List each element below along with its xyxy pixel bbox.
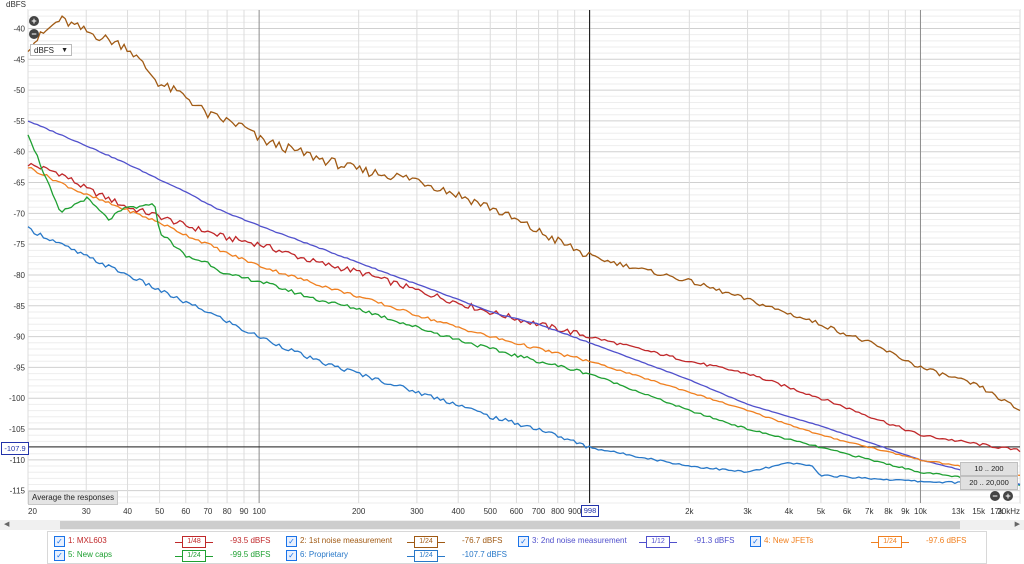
y-tick-label: -40 (13, 24, 25, 33)
x-tick-label: 500 (484, 507, 498, 516)
x-tick-label: 800 (551, 507, 565, 516)
checkbox-checked-icon[interactable]: ✓ (54, 550, 65, 561)
x-tick-label: 200 (352, 507, 366, 516)
x-tick-label: 2k (685, 507, 694, 516)
scroll-right-icon[interactable]: ▶ (1014, 521, 1020, 528)
x-zoom-in-button[interactable]: + (1003, 491, 1013, 501)
x-tick-label: 4k (785, 507, 794, 516)
y-tick-label: -75 (13, 240, 25, 249)
x-tick-label: 60 (181, 507, 190, 516)
x-tick-label: 30 (82, 507, 91, 516)
zoom-in-button[interactable]: + (29, 16, 39, 26)
x-tick-label: 40 (123, 507, 132, 516)
legend-name: 4: New JFETs (764, 536, 814, 545)
checkbox-checked-icon[interactable]: ✓ (286, 536, 297, 547)
y-tick-label: -60 (13, 148, 25, 157)
y-tick-label: -45 (13, 55, 25, 64)
series-line (27, 15, 1021, 412)
y-tick-label: -80 (13, 271, 25, 280)
cursor-x-readout: 998 (581, 505, 599, 517)
checkbox-checked-icon[interactable]: ✓ (286, 550, 297, 561)
x-tick-label: 70 (203, 507, 212, 516)
zoom-out-button[interactable]: − (29, 29, 39, 39)
x-tick-label: 90 (240, 507, 249, 516)
legend-value: -99.5 dBFS (230, 550, 271, 559)
smoothing-button[interactable]: 1/12 (639, 536, 677, 548)
x-tick-label: 400 (452, 507, 466, 516)
y-tick-label: -55 (13, 117, 25, 126)
x-tick-label: 20 (28, 507, 37, 516)
x-tick-label: 15k (972, 507, 986, 516)
range-10-200-button[interactable]: 10 .. 200 (960, 462, 1018, 476)
y-tick-label: -100 (9, 394, 26, 403)
y-tick-label: -95 (13, 363, 25, 372)
y-tick-label: -115 (10, 487, 26, 496)
x-tick-label: 6k (843, 507, 852, 516)
x-tick-label: 900 (568, 507, 582, 516)
x-tick-label: 20kHz (997, 507, 1020, 516)
x-tick-label: 300 (410, 507, 424, 516)
legend-value: -93.5 dBFS (230, 536, 271, 545)
legend-value: -97.6 dBFS (926, 536, 967, 545)
scroll-left-icon[interactable]: ◀ (4, 521, 10, 528)
checkbox-checked-icon[interactable]: ✓ (518, 536, 529, 547)
y-tick-label: -90 (13, 333, 25, 342)
horizontal-scrollbar[interactable]: ◀ ▶ (0, 520, 1024, 530)
cursor-y-readout: -107.9 (1, 442, 29, 455)
y-tick-label: -85 (13, 302, 25, 311)
legend-name: 5: New caps (68, 550, 113, 559)
series-line (27, 120, 1021, 486)
checkbox-checked-icon[interactable]: ✓ (54, 536, 65, 547)
x-zoom-out-button[interactable]: − (990, 491, 1000, 501)
y-tick-label: -105 (9, 425, 26, 434)
x-tick-label: 3k (743, 507, 752, 516)
x-tick-label: 17k (990, 507, 1004, 516)
y-tick-label: -110 (10, 456, 26, 465)
smoothing-button[interactable]: 1/24 (871, 536, 909, 548)
smoothing-button[interactable]: 1/48 (175, 536, 213, 548)
x-tick-label: 8k (884, 507, 893, 516)
y-axis-label: dBFS (6, 0, 26, 9)
frequency-response-chart: -40 -45 -50 -55 -60 -65 -70 -75 -80 -85 -90 -95 -100… (6, 0, 1021, 516)
x-tick-label: 9k (901, 507, 910, 516)
series-line (27, 226, 1021, 486)
x-tick-label: 13k (952, 507, 966, 516)
legend-value: -76.7 dBFS (462, 536, 503, 545)
smoothing-button[interactable]: 1/24 (407, 536, 445, 548)
x-tick-label: 700 (532, 507, 546, 516)
range-20-20000-button[interactable]: 20 .. 20,000 (960, 476, 1018, 490)
scrollbar-thumb[interactable] (60, 521, 960, 529)
checkbox-checked-icon[interactable]: ✓ (750, 536, 761, 547)
series-line (27, 166, 1021, 476)
unit-dropdown[interactable]: dBFS ▼ (30, 44, 72, 56)
x-tick-label: 10k (914, 507, 928, 516)
x-tick-label: 5k (817, 507, 826, 516)
x-tick-label: 100 (252, 507, 266, 516)
y-tick-label: -70 (13, 209, 25, 218)
unit-dropdown-value: dBFS (34, 46, 55, 55)
x-tick-label: 80 (223, 507, 232, 516)
legend-name: 3: 2nd noise measurement (532, 536, 627, 545)
series-line (27, 134, 1021, 486)
y-tick-label: -65 (13, 179, 25, 188)
legend-name: 1: MXL603 (68, 536, 107, 545)
legend-value: -91.3 dBFS (694, 536, 735, 545)
legend-name: 6: Proprietary (300, 550, 349, 559)
x-tick-label: 50 (155, 507, 164, 516)
x-tick-label: 600 (510, 507, 524, 516)
x-tick-label: 7k (865, 507, 874, 516)
legend-name: 2: 1st noise measurement (300, 536, 393, 545)
smoothing-button[interactable]: 1/24 (175, 550, 213, 562)
legend-value: -107.7 dBFS (462, 550, 507, 559)
y-tick-label: -50 (13, 86, 25, 95)
smoothing-button[interactable]: 1/24 (407, 550, 445, 562)
average-responses-button[interactable]: Average the responses (28, 491, 119, 505)
legend-panel: ✓ 1: MXL603 1/48 -93.5 dBFS ✓ 2: 1st noi… (47, 531, 987, 564)
chevron-down-icon: ▼ (61, 47, 68, 54)
